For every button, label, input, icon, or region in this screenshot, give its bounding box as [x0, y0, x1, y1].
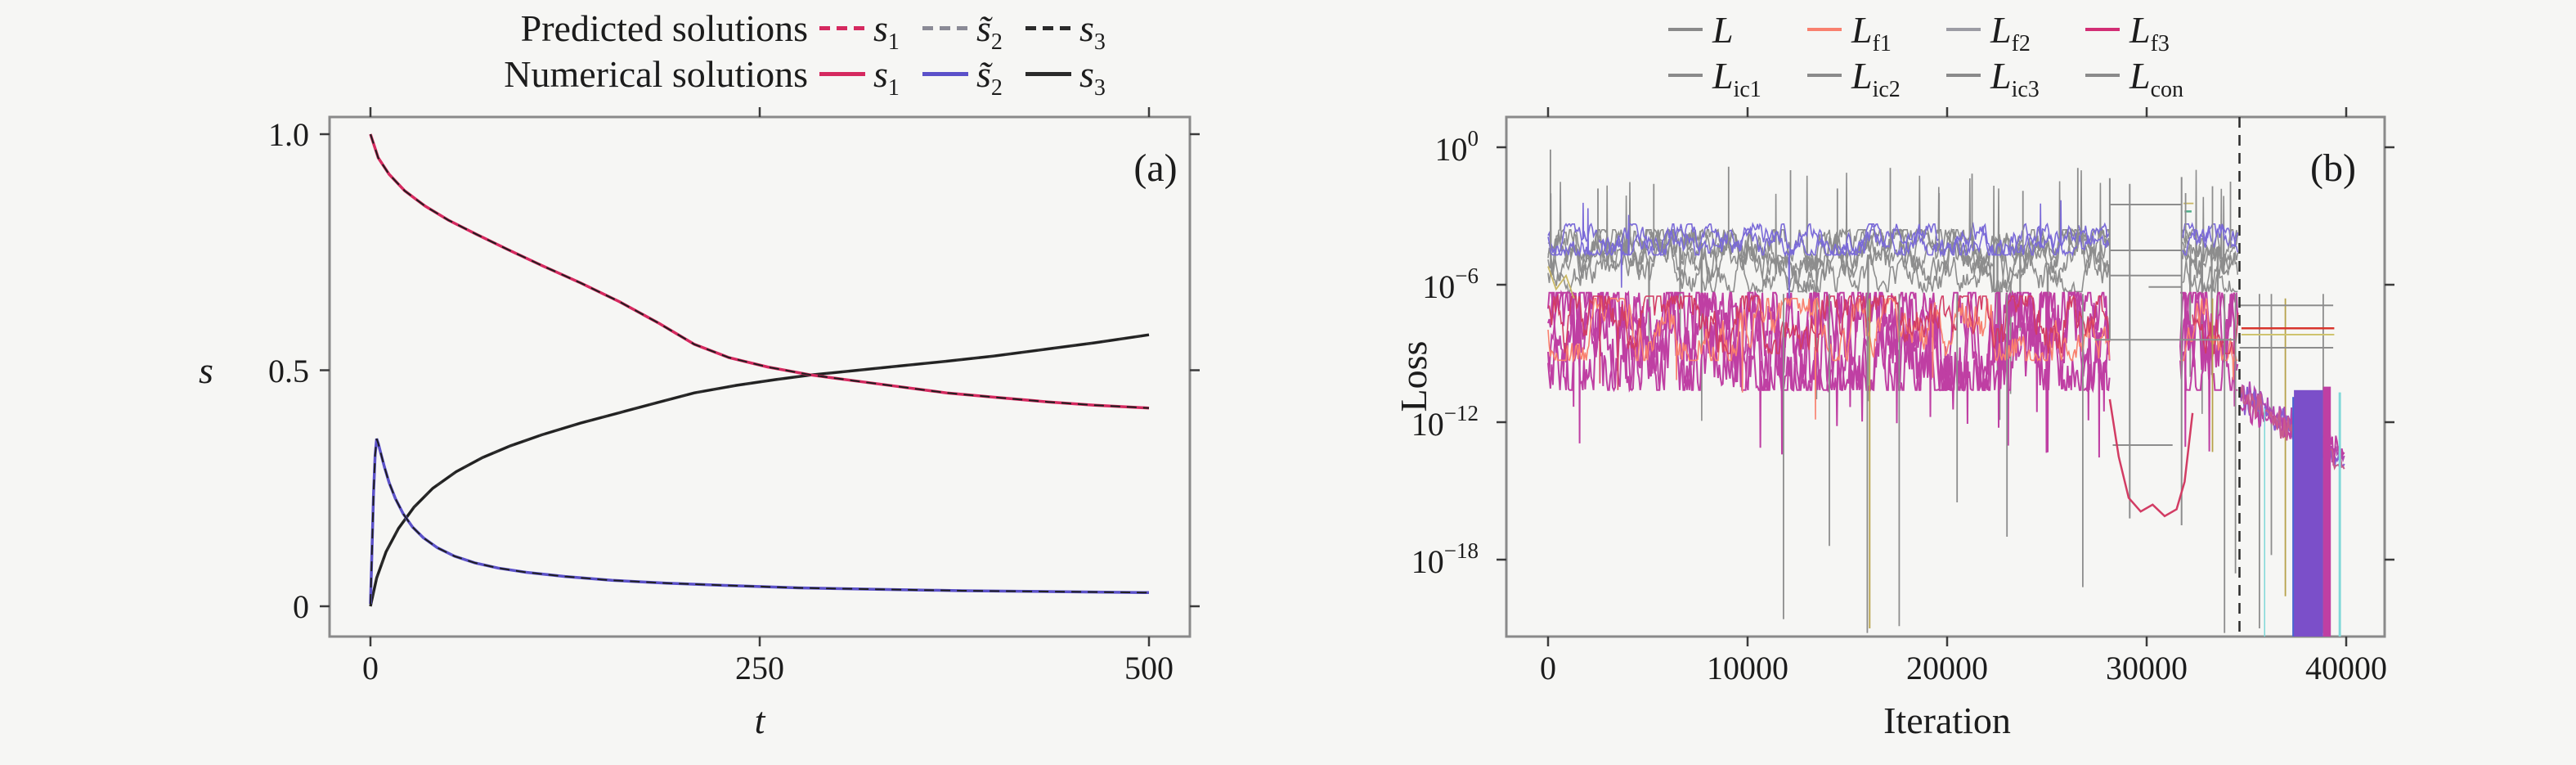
legend-item-s3-numerical: s3: [1025, 52, 1129, 99]
solid-line-swatch: [1946, 28, 1981, 31]
solid-line-swatch: [2085, 28, 2120, 31]
loss-plot: 100 10−6 10−12 10−18 0 10000 20000 30000…: [1393, 107, 2394, 741]
legend-item-s2-numerical: s̃2: [922, 52, 1025, 99]
xtick-label: 30000: [2106, 650, 2188, 686]
legend-panel-a: Predicted solutions s1 s̃2 s3 Numerical …: [489, 5, 1129, 100]
solid-line-swatch: [1668, 74, 1703, 77]
legend-title-predicted: Predicted solutions: [520, 7, 808, 49]
crimson-line: [1547, 293, 2111, 390]
xtick-label: 500: [1124, 650, 1174, 686]
ytick-label: 10−12: [1411, 401, 1479, 443]
ytick-label: 1.0: [268, 116, 309, 153]
xtick-label: 250: [735, 650, 784, 686]
collapse-block: [2338, 392, 2341, 637]
xtick-label: 40000: [2305, 650, 2387, 686]
xtick-label: 0: [1540, 650, 1556, 686]
khaki-segment: [1547, 266, 1575, 299]
legend-row-loss-1: L Lf1 Lf2 Lf3: [1668, 7, 2224, 55]
solid-line-swatch: [922, 71, 968, 76]
x-axis-label-b: Iteration: [1883, 700, 2011, 741]
ytick-label: 0.5: [268, 353, 309, 389]
legend-item-Lf2: Lf2: [1946, 8, 2085, 55]
x-axis-label-a: t: [755, 700, 766, 741]
s1-predicted-dashed: [370, 133, 1150, 409]
legend-item-s1-numerical: s1: [819, 52, 922, 99]
panel-label-a: (a): [1133, 146, 1177, 190]
solid-line-swatch: [1946, 74, 1981, 77]
gray-band: [2182, 188, 2239, 377]
ytick-label: 10−6: [1422, 263, 1479, 305]
gray-band: [1547, 175, 2111, 400]
s1-curve: [369, 133, 1150, 410]
legend-item-s1-predicted: s1: [819, 7, 922, 53]
y-axis-label-a: s: [199, 349, 213, 391]
loss-curves: [1547, 117, 2345, 637]
salmon-line: [1547, 296, 2111, 420]
s2-curve: [369, 438, 1150, 605]
legend-item-s2-predicted: s̃2: [922, 7, 1025, 53]
ytick-label: 100: [1435, 126, 1479, 168]
legend-item-Lic1: Lic1: [1668, 54, 1807, 101]
dashed-line-swatch: [819, 25, 865, 30]
tick-marks-b: [1497, 107, 2394, 646]
legend-item-Lic3: Lic3: [1946, 54, 2085, 101]
dashed-line-swatch: [922, 25, 968, 30]
tick-marks-a: [320, 107, 1200, 646]
solid-line-swatch: [819, 71, 865, 76]
legend-row-predicted: Predicted solutions s1 s̃2 s3: [489, 5, 1129, 54]
panel-label-b: (b): [2310, 146, 2356, 190]
magenta-band: [2179, 291, 2239, 452]
solid-line-swatch: [1807, 28, 1842, 31]
y-axis-label-b: Loss: [1393, 341, 1434, 412]
solution-curves: [369, 133, 1150, 607]
legend-row-numerical: Numerical solutions s1 s̃2 s3: [489, 51, 1129, 100]
gray-band: [2182, 232, 2239, 294]
solid-line-swatch: [2085, 74, 2120, 77]
collapse-block: [2322, 386, 2331, 637]
xtick-label: 10000: [1707, 650, 1788, 686]
collapse-block: [2294, 389, 2323, 637]
legend-item-Lcon: Lcon: [2085, 54, 2224, 101]
legend-item-Lf3: Lf3: [2085, 8, 2224, 55]
purple-top: [1547, 208, 2111, 307]
dashed-line-swatch: [1025, 25, 1071, 30]
s3-predicted-dashed: [370, 334, 1150, 607]
solid-line-swatch: [1668, 28, 1703, 31]
ytick-label: 10−18: [1411, 538, 1479, 580]
collapse-block: [2292, 397, 2296, 637]
solid-line-swatch: [1025, 71, 1071, 76]
solution-plot: 1.0 0.5 0 0 250 500 s t (a): [199, 107, 1200, 741]
axes-frame-b: [1505, 115, 2386, 638]
legend-title-numerical: Numerical solutions: [504, 52, 808, 95]
crimson-dip: [2108, 398, 2194, 518]
solid-line-swatch: [1807, 74, 1842, 77]
purple-top: [2182, 224, 2239, 256]
collapse-block: [2264, 408, 2265, 637]
gray-band: [2182, 241, 2238, 294]
legend-item-Lf1: Lf1: [1807, 8, 1946, 55]
crimson-line-2: [2192, 313, 2239, 354]
legend-item-s3-predicted: s3: [1025, 7, 1129, 53]
xtick-label: 0: [362, 650, 379, 686]
legend-row-loss-2: Lic1 Lic2 Lic3 Lcon: [1668, 52, 2224, 101]
xtick-label: 20000: [1906, 650, 1988, 686]
legend-panel-b: L Lf1 Lf2 Lf3 Lic1 Lic2: [1668, 7, 2224, 101]
s2-predicted-dashed: [370, 438, 1150, 605]
purple-top: [2182, 222, 2239, 249]
legend-item-L: L: [1668, 8, 1807, 52]
ytick-label: 0: [293, 588, 309, 625]
legend-item-Lic2: Lic2: [1807, 54, 1946, 101]
